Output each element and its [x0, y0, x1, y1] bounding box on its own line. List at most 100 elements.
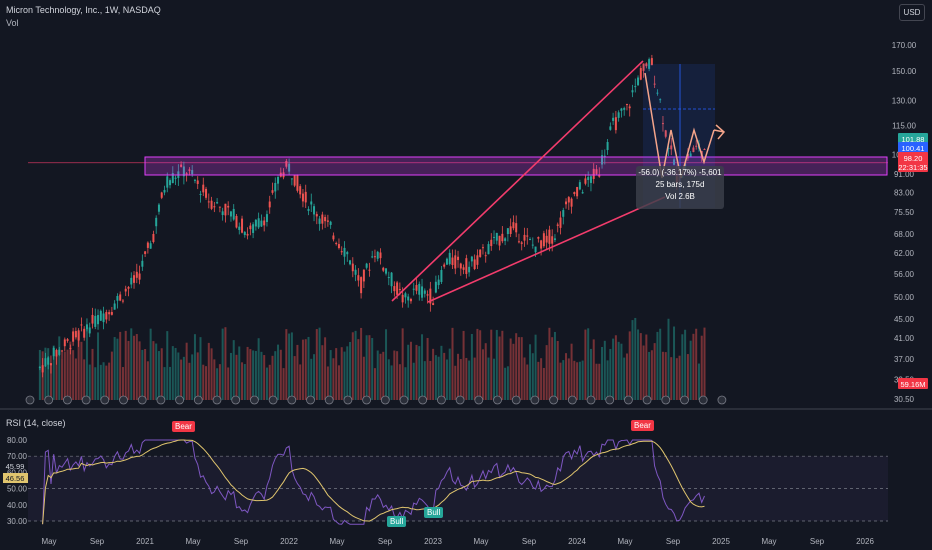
volume-bar	[661, 351, 664, 400]
price-tick-label: 115.00	[892, 122, 916, 131]
volume-bar	[351, 332, 354, 400]
volume-bar	[238, 346, 241, 400]
candle-body	[85, 324, 88, 330]
candle-body	[457, 256, 460, 261]
volume-bar	[177, 352, 180, 400]
volume-bar	[495, 329, 498, 400]
volume-bar	[99, 364, 102, 400]
volume-bar	[105, 365, 108, 400]
candle-body	[252, 224, 255, 233]
volume-bar	[595, 363, 598, 400]
volume-bar	[490, 329, 493, 400]
candle-body	[686, 154, 689, 159]
volume-bar	[174, 347, 177, 400]
earnings-marker	[25, 395, 35, 405]
volume-bar	[343, 351, 346, 400]
volume-bar	[484, 343, 487, 400]
volume-bar	[639, 333, 642, 400]
volume-bar	[443, 352, 446, 400]
volume-bar	[277, 344, 280, 400]
candle-body	[163, 189, 166, 193]
volume-bar	[684, 329, 687, 400]
candle-body	[434, 281, 437, 293]
rsi-value-label: 45.99	[6, 462, 25, 471]
volume-bar	[548, 327, 551, 400]
candle-body	[385, 268, 388, 274]
candle-body	[620, 108, 623, 111]
volume-bar	[235, 354, 238, 400]
candle-body	[689, 153, 692, 157]
candle-body	[49, 363, 52, 366]
candle-body	[152, 233, 155, 243]
volume-bar	[296, 344, 299, 400]
candle-body	[542, 233, 545, 247]
earnings-marker	[418, 395, 428, 405]
candle-body	[224, 203, 227, 216]
candle-body	[562, 210, 565, 217]
rsi-ma-badge-text: 46.56	[6, 474, 25, 483]
volume-bar	[196, 352, 199, 400]
volume-bar	[589, 348, 592, 400]
rsi-legend: RSI (14, close)	[6, 418, 66, 428]
candle-body	[47, 357, 50, 365]
candle-body	[473, 259, 476, 270]
price-badge-text: 22:31:35	[898, 163, 927, 172]
candle-body	[595, 169, 598, 174]
volume-bar	[534, 334, 537, 400]
candle-body	[260, 220, 263, 227]
currency-button[interactable]: USD	[899, 4, 925, 21]
volume-bar	[304, 339, 307, 400]
volume-bar	[376, 350, 379, 400]
volume-bar	[578, 361, 581, 400]
volume-bar	[285, 329, 288, 400]
candle-body	[368, 269, 371, 271]
volume-bar	[268, 364, 271, 400]
time-tick-label: May	[41, 537, 56, 546]
volume-bars	[38, 317, 706, 400]
candle-body	[692, 147, 695, 153]
candle-body	[653, 83, 656, 85]
volume-bar	[171, 346, 174, 400]
volume-bar	[396, 351, 399, 400]
volume-bar	[517, 337, 520, 400]
candle-body	[160, 192, 163, 198]
candle-body	[44, 358, 47, 367]
volume-bar	[398, 364, 401, 400]
candle-body	[254, 219, 257, 227]
candle-body	[556, 224, 559, 226]
volume-bar	[49, 363, 52, 400]
volume-bar	[537, 361, 540, 400]
price-badge-text: 101.88	[902, 135, 925, 144]
volume-bar	[609, 348, 612, 400]
time-tick-label: 2024	[568, 537, 586, 546]
volume-bar	[329, 350, 332, 400]
volume-bar	[349, 341, 352, 400]
price-badge-volume	[898, 378, 928, 389]
volume-bar	[299, 364, 302, 400]
candle-body	[191, 170, 194, 175]
time-tick-label: Sep	[90, 537, 105, 546]
volume-bar	[448, 348, 451, 400]
candle-body	[673, 159, 676, 165]
volume-bar	[385, 329, 388, 400]
volume-bar	[678, 355, 681, 400]
time-tick-label: May	[761, 537, 776, 546]
candle-body	[360, 277, 363, 294]
candle-body	[584, 178, 587, 184]
volume-bar	[193, 334, 196, 400]
candle-body	[243, 231, 246, 235]
volume-bar	[404, 367, 407, 400]
candle-body	[310, 201, 313, 205]
candle-body	[625, 104, 628, 106]
rsi-line	[42, 439, 705, 525]
volume-bar	[265, 367, 268, 400]
volume-bar	[553, 331, 556, 400]
volume-bar	[387, 359, 390, 400]
candle-body	[105, 312, 108, 320]
candle-body	[227, 205, 230, 208]
volume-bar	[570, 343, 573, 400]
volume-bar	[279, 349, 282, 400]
volume-bar	[85, 328, 88, 400]
volume-bar	[63, 351, 66, 400]
